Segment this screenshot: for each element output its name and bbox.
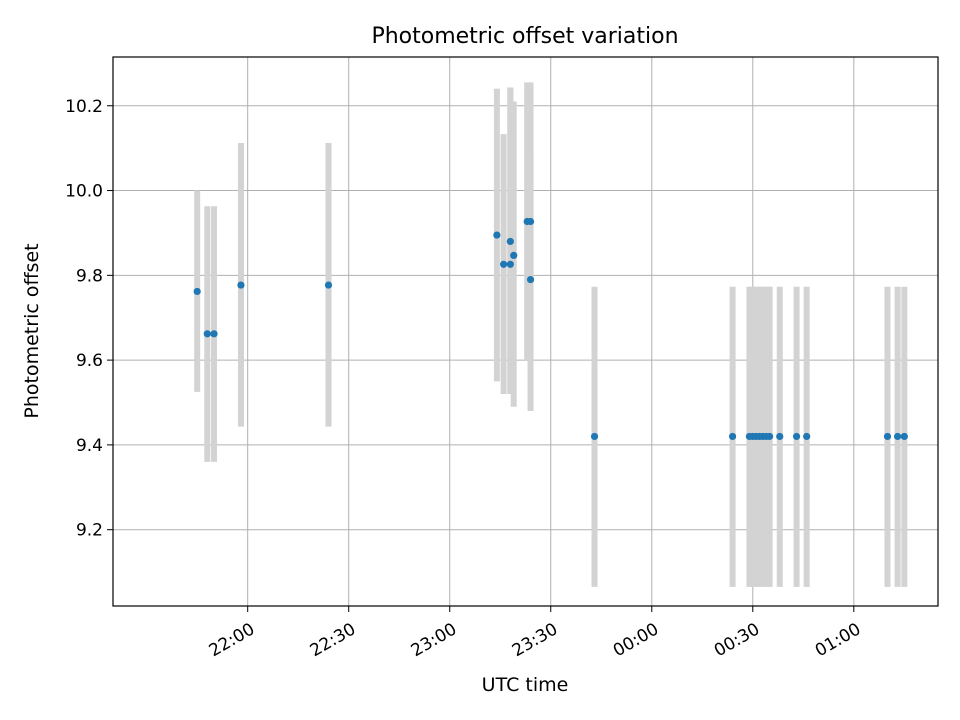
plot-frame <box>112 56 939 607</box>
data-point <box>510 251 518 260</box>
y-tick-label: 9.6 <box>76 351 103 371</box>
data-point <box>526 275 535 284</box>
y-tick-label: 10.0 <box>65 182 103 202</box>
y-tick-label: 9.8 <box>76 266 103 286</box>
data-point <box>324 281 333 289</box>
data-point <box>493 231 501 239</box>
data-point <box>506 237 514 246</box>
data-point <box>893 432 902 441</box>
x-tick-label: 00:00 <box>610 619 662 661</box>
data-point <box>883 432 892 441</box>
data-point <box>506 260 514 268</box>
y-tick-label: 9.4 <box>76 436 103 456</box>
data-points <box>193 217 908 441</box>
data-point <box>766 432 774 441</box>
x-tick-label: 22:00 <box>206 619 258 661</box>
x-tick-label: 22:30 <box>307 619 359 661</box>
data-point <box>900 432 908 441</box>
y-axis-label: Photometric offset <box>21 243 43 418</box>
x-tick-label: 23:00 <box>408 619 460 661</box>
data-point <box>792 432 801 441</box>
ticks: 22:00 22:30 23:00 23:30 00:00 00:30 01:00 9.2 9.… <box>65 97 864 661</box>
data-point <box>526 217 535 226</box>
data-point <box>203 330 211 338</box>
x-tick-label: 23:30 <box>509 619 561 661</box>
x-tick-label: 01:00 <box>812 619 864 661</box>
x-tick-label: 00:30 <box>711 619 763 661</box>
y-tick-label: 9.2 <box>76 521 103 541</box>
data-point <box>803 432 811 441</box>
y-tick-label: 10.2 <box>65 97 103 117</box>
chart-title: Photometric offset variation <box>371 24 678 49</box>
x-axis-label: UTC time <box>482 674 569 696</box>
data-point <box>210 330 218 338</box>
data-point <box>193 287 201 296</box>
data-point <box>776 432 784 441</box>
data-point <box>590 432 599 441</box>
data-point <box>500 260 508 268</box>
data-point <box>237 281 245 289</box>
data-point <box>728 432 737 441</box>
